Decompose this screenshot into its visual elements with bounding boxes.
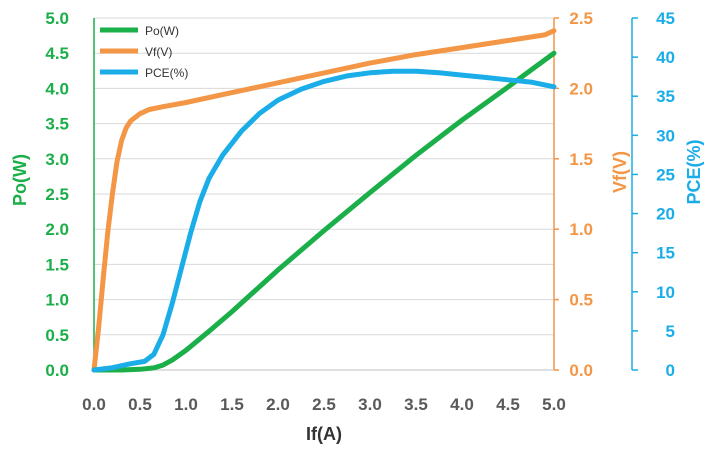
- x-tick-label: 2.0: [266, 395, 290, 414]
- pce-tick-label: 35: [656, 87, 675, 106]
- po-tick-label: 1.5: [45, 255, 69, 274]
- series-line-pce: [91, 68, 557, 373]
- pce-tick-label: 10: [656, 283, 675, 302]
- legend-label-po: Po(W): [145, 24, 179, 38]
- pce-tick-label: 5: [666, 322, 675, 341]
- x-tick-label: 3.5: [404, 395, 428, 414]
- po-axis-title: Po(W): [10, 154, 30, 206]
- po-tick-label: 3.5: [45, 115, 69, 134]
- po-tick-label: 0.5: [45, 326, 69, 345]
- pce-tick-label: 30: [656, 126, 675, 145]
- vf-axis-title: Vf(V): [610, 151, 630, 193]
- pce-tick-label: 45: [656, 9, 675, 28]
- vf-tick-label: 1.5: [569, 150, 593, 169]
- po-tick-labels: 0.0 0.5 1.0 1.5 2.0 2.5 3.0 3.5 4.0 4.5 5.0: [45, 9, 69, 380]
- po-tick-label: 5.0: [45, 9, 69, 28]
- po-tick-label: 1.0: [45, 291, 69, 310]
- pce-tick-label: 40: [656, 48, 675, 67]
- po-tick-label: 3.0: [45, 150, 69, 169]
- pce-tick-labels: 0 5 10 15 20 25 30 35 40 45: [656, 9, 675, 380]
- x-tick-label: 3.0: [358, 395, 382, 414]
- po-tick-label: 2.0: [45, 220, 69, 239]
- vf-tick-label: 0.0: [569, 361, 593, 380]
- pce-axis-title: PCE(%): [684, 139, 704, 204]
- series-line-po: [91, 50, 557, 373]
- x-axis-title: If(A): [306, 424, 342, 444]
- legend-label-pce: PCE(%): [145, 66, 188, 80]
- series-lines: [91, 28, 557, 373]
- vf-tick-label: 2.5: [569, 9, 593, 28]
- vf-tick-label: 2.0: [569, 79, 593, 98]
- pce-tick-label: 25: [656, 165, 675, 184]
- x-tick-label: 1.0: [174, 395, 198, 414]
- x-tick-label: 5.0: [542, 395, 566, 414]
- x-tick-labels: 0.0 0.5 1.0 1.5 2.0 2.5 3.0 3.5 4.0 4.5 5.0: [82, 395, 566, 414]
- x-tick-label: 4.5: [496, 395, 520, 414]
- vf-tick-label: 1.0: [569, 220, 593, 239]
- vf-tick-label: 0.5: [569, 291, 593, 310]
- pce-tick-label: 20: [656, 205, 675, 224]
- x-tick-label: 2.5: [312, 395, 336, 414]
- po-tick-label: 2.5: [45, 185, 69, 204]
- vf-tick-labels: 0.0 0.5 1.0 1.5 2.0 2.5: [569, 9, 593, 380]
- x-tick-label: 1.5: [220, 395, 244, 414]
- pce-tick-label: 0: [666, 361, 675, 380]
- po-tick-label: 0.0: [45, 361, 69, 380]
- x-tick-label: 0.5: [128, 395, 152, 414]
- series-line-vf: [91, 28, 557, 373]
- po-tick-label: 4.5: [45, 44, 69, 63]
- po-tick-label: 4.0: [45, 79, 69, 98]
- x-tick-label: 4.0: [450, 395, 474, 414]
- axis-lines: [93, 17, 638, 371]
- x-tick-label: 0.0: [82, 395, 106, 414]
- legend-label-vf: Vf(V): [145, 45, 172, 59]
- legend: Po(W) Vf(V) PCE(%): [100, 24, 188, 80]
- pce-tick-label: 15: [656, 244, 675, 263]
